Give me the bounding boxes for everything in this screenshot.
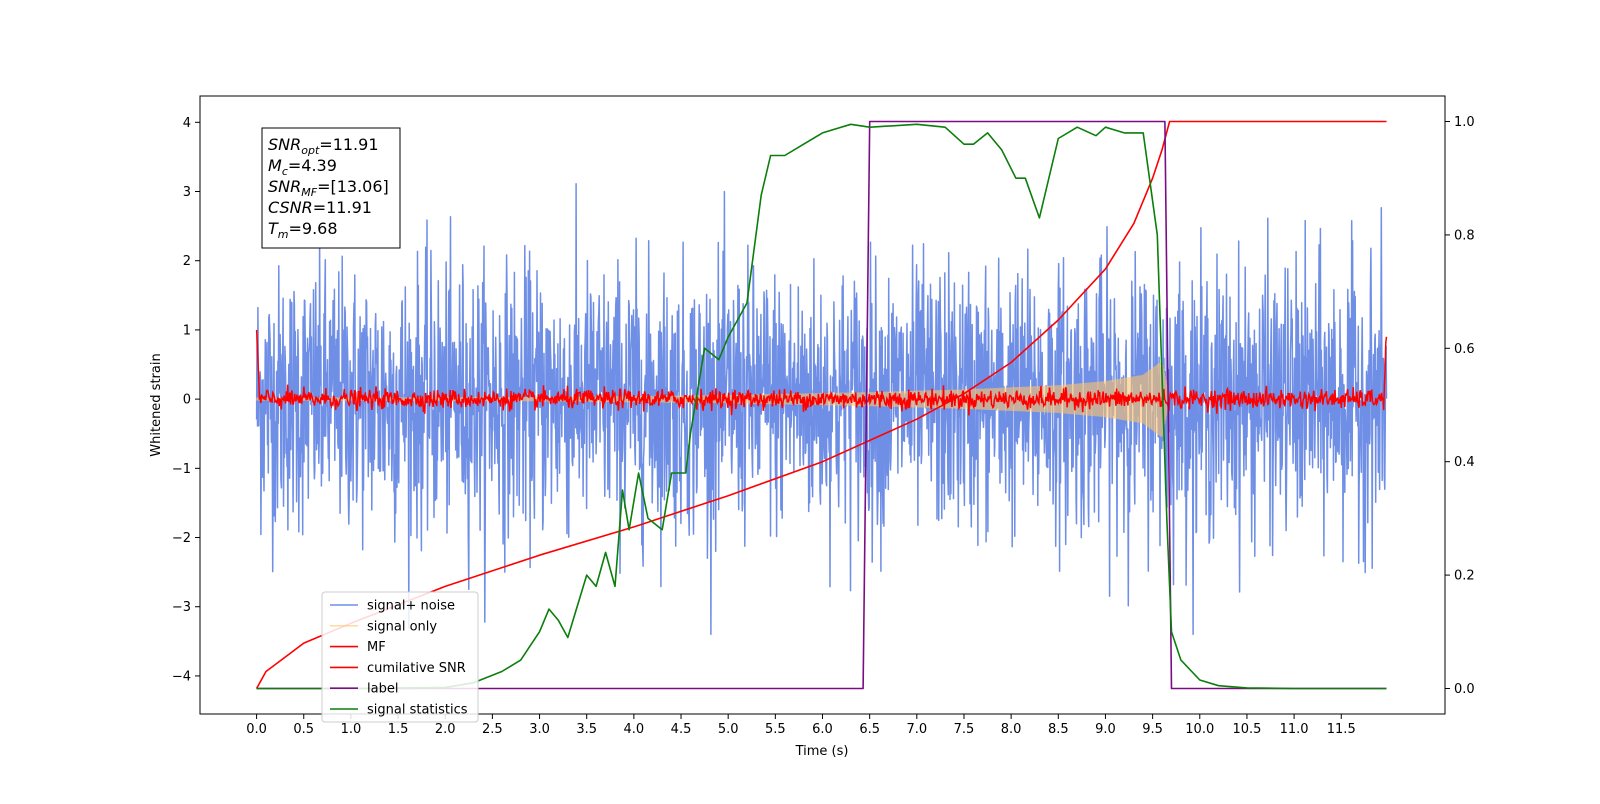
y-left-tick-label: 1: [183, 323, 191, 338]
x-tick-label: 0.0: [246, 722, 267, 737]
x-tick-label: 7.5: [954, 722, 975, 737]
annotation-box: SNRopt=11.91Mc=4.39SNRMF=[13.06]CSNR=11.…: [261, 127, 401, 249]
y-right-tick-label: 0.6: [1454, 342, 1475, 357]
x-tick-label: 5.0: [718, 722, 739, 737]
annotation-frame: [261, 127, 401, 249]
y-right-tick-label: 0.8: [1454, 228, 1475, 243]
y-right-tick-label: 0.4: [1454, 455, 1475, 470]
x-tick-label: 1.0: [341, 722, 362, 737]
x-tick-label: 7.0: [906, 722, 927, 737]
legend-label: signal statistics: [367, 703, 468, 718]
y-axis-left-label: Whitened strain: [149, 353, 164, 456]
signal-noise-line: [255, 183, 1388, 636]
x-tick-label: 6.0: [812, 722, 833, 737]
x-tick-label: 2.0: [435, 722, 456, 737]
y-left-tick-label: 3: [183, 185, 191, 200]
legend-label: signal+ noise: [367, 599, 455, 614]
annotation-line: Mc=4.39: [268, 156, 337, 178]
x-tick-label: 9.0: [1095, 722, 1116, 737]
y-left-tick-label: 2: [183, 254, 191, 269]
legend: signal+ noise signal only MF cumilative SNR…: [321, 591, 479, 723]
legend-label: MF: [367, 640, 386, 655]
y-right-tick-label: 0.0: [1454, 682, 1475, 697]
x-tick-label: 11.0: [1280, 722, 1309, 737]
y-axis-left: 4 3 2 1 0 −1 −2 −3 −4: [172, 116, 200, 684]
y-left-tick-label: 0: [183, 393, 191, 408]
y-left-tick-label: −3: [172, 600, 191, 615]
legend-label: label: [367, 682, 398, 697]
legend-frame: [321, 591, 479, 723]
annotation-line: SNRMF=[13.06]: [268, 177, 389, 199]
legend-label: signal only: [367, 619, 437, 634]
x-tick-label: 1.5: [388, 722, 409, 737]
x-tick-label: 4.0: [624, 722, 645, 737]
label-line: [256, 120, 1387, 690]
x-tick-label: 3.0: [529, 722, 550, 737]
annotation-line: CSNR=11.91: [268, 198, 372, 217]
y-left-tick-label: −2: [172, 531, 191, 546]
y-left-tick-label: −4: [172, 669, 191, 684]
y-right-tick-label: 1.0: [1454, 115, 1475, 130]
x-tick-label: 8.0: [1001, 722, 1022, 737]
x-axis: 0.0 0.5 1.0 1.5 2.0 2.5 3.0 3.5 4.0 4.5 5.0 5.5 6.0 6…: [246, 714, 1356, 737]
annotation-line: Tm=9.68: [268, 219, 338, 241]
x-tick-label: 0.5: [293, 722, 314, 737]
legend-label: cumilative SNR: [367, 661, 466, 676]
x-axis-label: Time (s): [795, 744, 849, 759]
y-axis-right: 1.0 0.8 0.6 0.4 0.2 0.0: [1445, 115, 1475, 697]
x-tick-label: 6.5: [859, 722, 880, 737]
x-tick-label: 10.0: [1185, 722, 1214, 737]
y-right-tick-label: 0.2: [1454, 569, 1475, 584]
x-tick-label: 11.5: [1327, 722, 1356, 737]
x-tick-label: 10.5: [1232, 722, 1261, 737]
x-tick-label: 3.5: [576, 722, 597, 737]
x-tick-label: 9.5: [1142, 722, 1163, 737]
signal-statistics-line: [256, 123, 1387, 690]
x-tick-label: 8.5: [1048, 722, 1069, 737]
mf-line: [255, 329, 1388, 416]
y-left-tick-label: 4: [183, 116, 191, 131]
x-tick-label: 5.5: [765, 722, 786, 737]
y-left-tick-label: −1: [172, 462, 191, 477]
x-tick-label: 4.5: [671, 722, 692, 737]
x-tick-label: 2.5: [482, 722, 503, 737]
annotation-line: SNRopt=11.91: [268, 135, 379, 157]
